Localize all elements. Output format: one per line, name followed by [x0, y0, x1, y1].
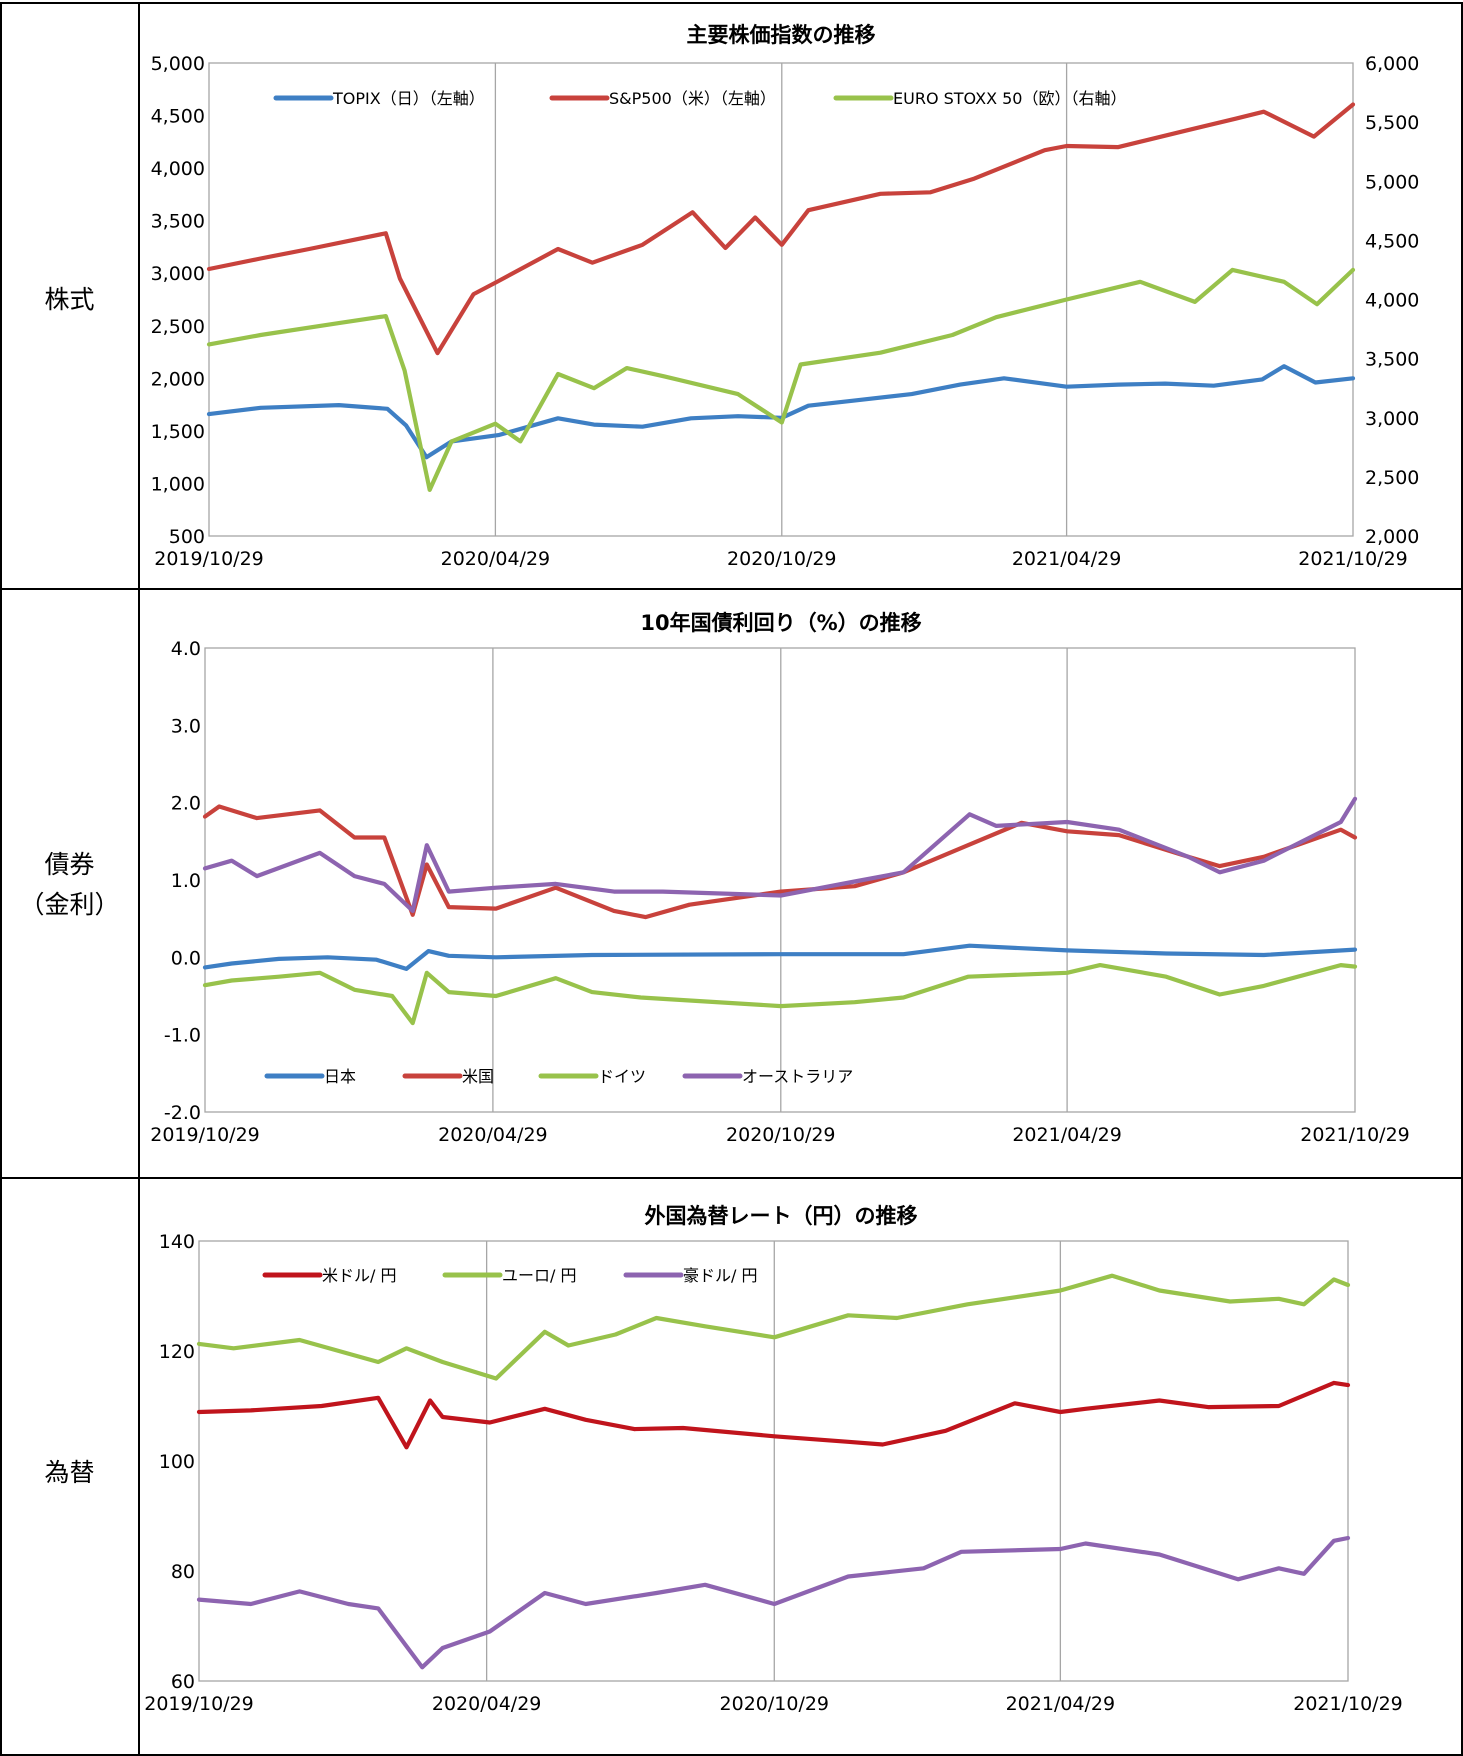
plot-area [208, 62, 1354, 537]
y-tick-label: 500 [169, 526, 205, 548]
stock-index-chart: 2019/10/29 2020/04/29 2020/10/29 2021/04/29… [151, 23, 1420, 570]
x-tick-label: 2021/04/29 [1012, 548, 1122, 570]
y-right-tick-label: 3,000 [1365, 408, 1419, 430]
y-tick-label: 4.0 [171, 638, 201, 660]
y-tick-label: -2.0 [164, 1102, 201, 1124]
y-tick-label: 5,000 [151, 53, 205, 75]
y-tick-label: 4,500 [151, 106, 205, 128]
legend-label: EURO STOXX 50（欧）（右軸） [893, 89, 1127, 108]
legend-label: ユーロ/ 円 [502, 1266, 576, 1285]
y-tick-label: 2.0 [171, 793, 201, 815]
y-right-tick-label: 3,500 [1365, 349, 1419, 371]
x-tick-label: 2019/10/29 [144, 1693, 254, 1715]
plot-area [198, 1240, 1349, 1682]
legend-label: 豪ドル/ 円 [683, 1266, 757, 1285]
y-tick-label: 120 [159, 1341, 195, 1363]
y-tick-label: 60 [171, 1671, 195, 1693]
y-right-tick-label: 5,000 [1365, 171, 1419, 193]
chart-title: 外国為替レート（円）の推移 [645, 1204, 918, 1228]
series-line [202, 963, 1358, 1026]
x-tick-label: 2020/10/29 [720, 1693, 830, 1715]
series-line [202, 804, 1358, 920]
x-tick-label: 2019/10/29 [154, 548, 264, 570]
legend-label: 日本 [324, 1067, 356, 1086]
y-tick-label: 2,500 [151, 316, 205, 338]
legend-label: ドイツ [598, 1067, 646, 1086]
chart-title: 主要株価指数の推移 [687, 23, 876, 47]
series-line [196, 1273, 1351, 1381]
legend-label: 米ドル/ 円 [322, 1266, 396, 1285]
y-tick-label: 80 [171, 1561, 195, 1583]
x-tick-label: 2020/04/29 [441, 548, 551, 570]
series-line [206, 267, 1356, 492]
y-tick-label: 4,000 [151, 158, 205, 180]
y-tick-label: 3,500 [151, 211, 205, 233]
y-tick-label: 1,500 [151, 421, 205, 443]
x-tick-label: 2019/10/29 [150, 1124, 260, 1146]
row-label-line: （金利） [19, 890, 120, 919]
y-right-tick-label: 6,000 [1365, 53, 1419, 75]
series-line [196, 1535, 1351, 1670]
x-tick-label: 2021/04/29 [1012, 1124, 1122, 1146]
bond-yield-chart: 2019/10/29 2020/04/29 2020/10/29 2021/04/29… [150, 611, 1410, 1146]
x-tick-label: 2021/04/29 [1006, 1693, 1116, 1715]
y-tick-label: 1.0 [171, 870, 201, 892]
series-line [196, 1380, 1351, 1450]
x-tick-label: 2020/10/29 [726, 1124, 836, 1146]
y-right-tick-label: 4,500 [1365, 230, 1419, 252]
x-tick-label: 2021/10/29 [1300, 1124, 1410, 1146]
row-label-line: 為替 [44, 1458, 95, 1487]
row-label-stocks: 株式 [2, 280, 137, 320]
x-tick-label: 2020/04/29 [438, 1124, 548, 1146]
plot-area [204, 647, 1356, 1113]
series-line [206, 102, 1356, 356]
chart-title: 10年国債利回り（%）の推移 [640, 611, 921, 635]
legend-label: 米国 [462, 1067, 494, 1086]
legend-label: TOPIX（日）（左軸） [332, 89, 485, 108]
y-tick-label: 2,000 [151, 368, 205, 390]
series-line [202, 796, 1358, 913]
x-tick-label: 2021/10/29 [1298, 548, 1408, 570]
y-tick-label: 0.0 [171, 947, 201, 969]
y-right-tick-label: 2,500 [1365, 467, 1419, 489]
series-line [202, 943, 1358, 971]
x-tick-label: 2020/10/29 [727, 548, 837, 570]
x-tick-label: 2021/10/29 [1293, 1693, 1403, 1715]
row-label-fx: 為替 [2, 1453, 137, 1493]
y-right-tick-label: 2,000 [1365, 526, 1419, 548]
y-right-tick-label: 5,500 [1365, 112, 1419, 134]
y-tick-label: 3,000 [151, 263, 205, 285]
row-label-line: 株式 [44, 285, 95, 314]
row-label-line: 債券 [44, 850, 95, 879]
fx-rate-chart: 2019/10/29 2020/04/29 2020/10/29 2021/04/29… [144, 1204, 1403, 1715]
series-line [206, 364, 1356, 460]
y-right-tick-label: 4,000 [1365, 290, 1419, 312]
x-tick-label: 2020/04/29 [432, 1693, 542, 1715]
legend-label: オーストラリア [742, 1067, 853, 1086]
y-tick-label: -1.0 [164, 1025, 201, 1047]
y-tick-label: 140 [159, 1231, 195, 1253]
y-tick-label: 100 [159, 1451, 195, 1473]
y-tick-label: 3.0 [171, 715, 201, 737]
row-label-bonds: 債券 （金利） [2, 845, 137, 925]
y-tick-label: 1,000 [151, 473, 205, 495]
legend-label: S&P500（米）（左軸） [609, 89, 776, 108]
